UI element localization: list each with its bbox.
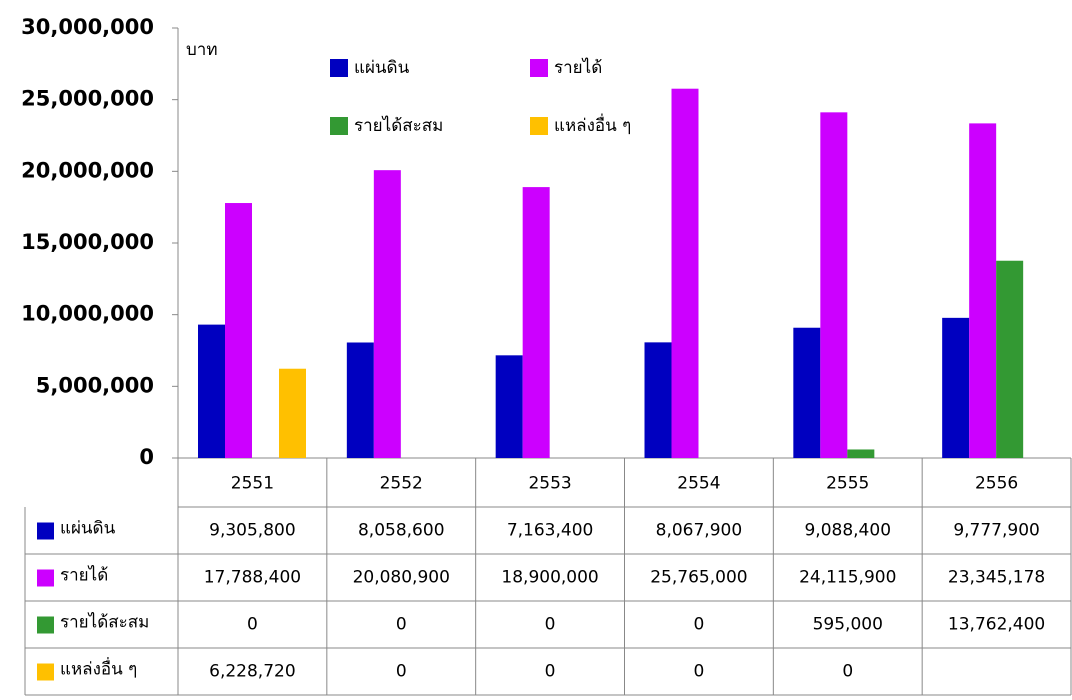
legend-swatch [530,117,548,135]
y-tick-label: 20,000,000 [21,158,154,182]
table-cell: 9,777,900 [953,521,1040,541]
table-cell: 8,058,600 [358,521,445,541]
y-axis-label: บาท [186,40,218,60]
table-swatch [37,522,54,540]
x-tick-label: 2554 [677,474,720,494]
table-cell: 17,788,400 [204,568,301,588]
y-tick-label: 15,000,000 [21,230,154,254]
legend-swatch [530,59,548,77]
bar [495,355,523,458]
legend-label: รายได้สะสม [354,115,443,136]
table-cell: 8,067,900 [656,521,743,541]
bar [820,112,848,458]
bar [847,449,875,458]
table-cell: 24,115,900 [799,568,896,588]
x-tick-label: 2555 [826,474,869,494]
legend-label: แหล่งอื่น ๆ [554,113,631,136]
bar [996,260,1024,458]
table-cell: 7,163,400 [507,521,594,541]
x-tick-label: 2553 [528,474,571,494]
table-cell: 6,228,720 [209,662,296,682]
bar [969,123,997,459]
table-cell: 595,000 [813,615,883,635]
y-tick-label: 30,000,000 [21,15,154,39]
table-cell: 0 [247,615,258,635]
legend-swatch [330,59,348,77]
table-cell: 0 [842,662,853,682]
table-cell: 0 [396,615,407,635]
y-tick-label: 0 [139,445,154,469]
table-row-label: รายได้สะสม [60,612,149,633]
bar [671,88,699,459]
bar [346,342,374,458]
table-cell: 9,305,800 [209,521,296,541]
bar [644,342,672,458]
x-tick-label: 2551 [231,474,274,494]
bar [942,317,970,458]
table-cell: 0 [545,662,556,682]
bar [373,170,401,458]
table-cell: 0 [545,615,556,635]
y-tick-label: 5,000,000 [36,373,154,397]
bar [225,203,252,458]
table-cell: 0 [694,662,705,682]
table-cell: 20,080,900 [353,568,450,588]
table-cell: 13,762,400 [948,615,1045,635]
table-swatch [37,569,54,587]
table-row-label: รายได้ [60,565,108,586]
legend-label: แผ่นดิน [354,58,410,78]
bar [793,327,821,458]
legend-label: รายได้ [554,57,602,78]
table-swatch [37,663,54,681]
y-tick-label: 10,000,000 [21,302,154,326]
y-tick-label: 25,000,000 [21,87,154,111]
table-cell: 25,765,000 [650,568,747,588]
table-row-label: แผ่นดิน [60,519,116,539]
x-tick-label: 2556 [975,474,1018,494]
table-cell: 0 [694,615,705,635]
table-cell: 23,345,178 [948,568,1045,588]
table-row-label: แหล่งอื่น ๆ [60,657,137,680]
table-cell: 18,900,000 [501,568,598,588]
table-cell: 9,088,400 [804,521,891,541]
bar [279,368,306,458]
bar [522,187,550,458]
table-cell: 0 [396,662,407,682]
bar [198,324,225,458]
table-swatch [37,616,54,634]
legend-swatch [330,117,348,135]
x-tick-label: 2552 [380,474,423,494]
